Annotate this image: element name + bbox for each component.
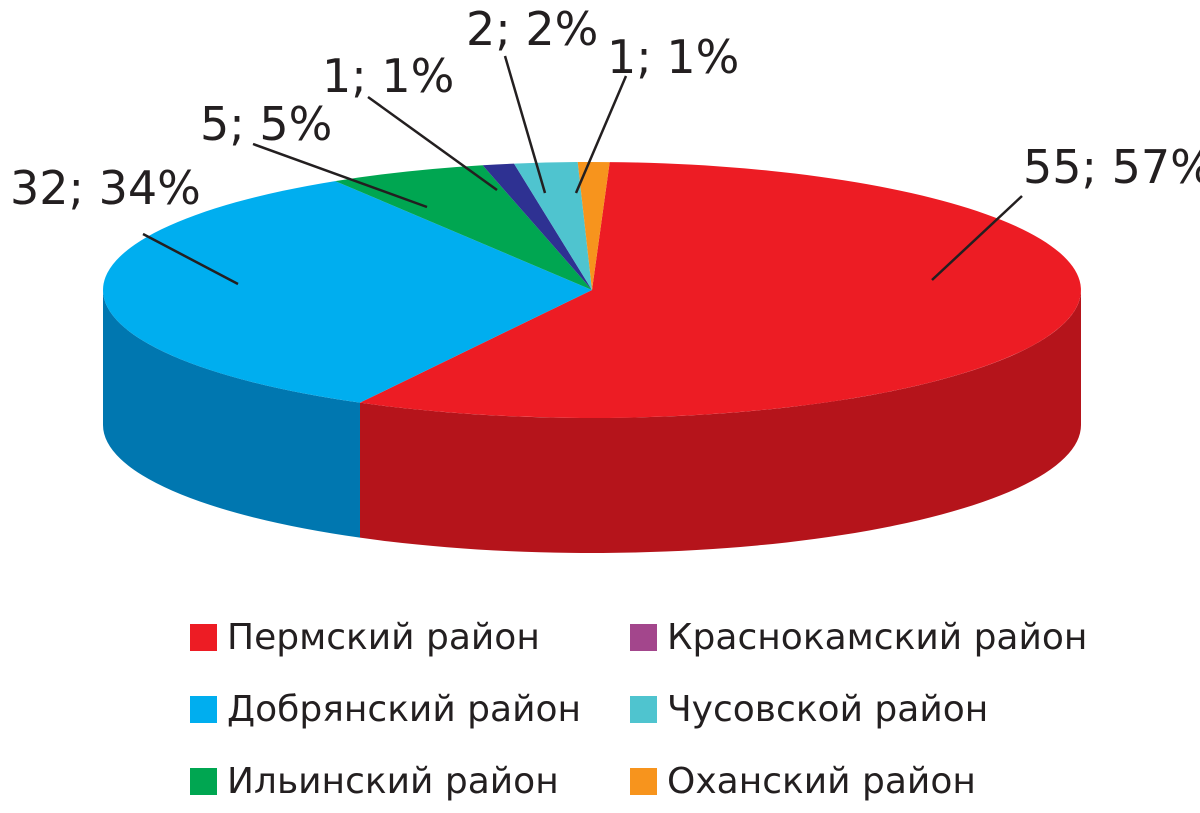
legend-label: Чусовской район bbox=[667, 688, 989, 730]
data-label: 2; 2% bbox=[466, 2, 598, 56]
pie-slice-3 bbox=[482, 163, 592, 290]
leader-line bbox=[252, 142, 428, 209]
legend-label: Добрянский район bbox=[227, 688, 582, 730]
leader-line bbox=[931, 195, 1023, 281]
legend-label: Ильинский район bbox=[227, 760, 559, 802]
legend-label: Пермский район bbox=[227, 616, 540, 658]
data-label: 1; 1% bbox=[322, 49, 454, 103]
legend: Пермский район Краснокамский район Добря… bbox=[190, 612, 1090, 806]
legend-swatch bbox=[630, 623, 657, 651]
pie-chart: 55; 57%32; 34%5; 5%1; 1%2; 2%1; 1% bbox=[10, 2, 1200, 554]
data-labels: 55; 57%32; 34%5; 5%1; 1%2; 2%1; 1% bbox=[10, 2, 1200, 286]
legend-swatch bbox=[190, 767, 217, 795]
data-label: 32; 34% bbox=[10, 161, 201, 215]
pie-top bbox=[102, 161, 1081, 418]
leader-line bbox=[142, 232, 239, 286]
legend-item-krasnokamsky: Краснокамский район bbox=[630, 612, 1087, 662]
leader-line bbox=[574, 75, 628, 194]
legend-swatch bbox=[190, 623, 217, 651]
legend-item-ilyinsky: Ильинский район bbox=[190, 756, 630, 806]
data-label: 5; 5% bbox=[200, 97, 332, 151]
legend-item-chusovskoy: Чусовской район bbox=[630, 684, 1070, 734]
legend-item-dobryansky: Добрянский район bbox=[190, 684, 630, 734]
legend-item-permsky: Пермский район bbox=[190, 612, 630, 662]
leader-line bbox=[503, 55, 547, 194]
data-label: 1; 1% bbox=[607, 30, 739, 84]
pie-slice-1 bbox=[102, 181, 592, 403]
legend-label: Краснокамский район bbox=[667, 616, 1088, 658]
pie-slice-4 bbox=[514, 162, 592, 290]
legend-swatch bbox=[190, 695, 217, 723]
legend-label: Оханский район bbox=[667, 760, 976, 802]
pie-side-wall bbox=[103, 290, 360, 538]
legend-item-okhansky: Оханский район bbox=[630, 756, 1070, 806]
pie-sides bbox=[103, 290, 1082, 554]
leader-line bbox=[367, 95, 498, 192]
legend-swatch bbox=[630, 695, 657, 723]
pie-slice-0 bbox=[359, 162, 1081, 418]
data-label: 55; 57% bbox=[1023, 140, 1200, 194]
pie-slice-5 bbox=[577, 161, 610, 290]
pie-side-wall bbox=[359, 290, 1082, 554]
legend-swatch bbox=[630, 767, 657, 795]
